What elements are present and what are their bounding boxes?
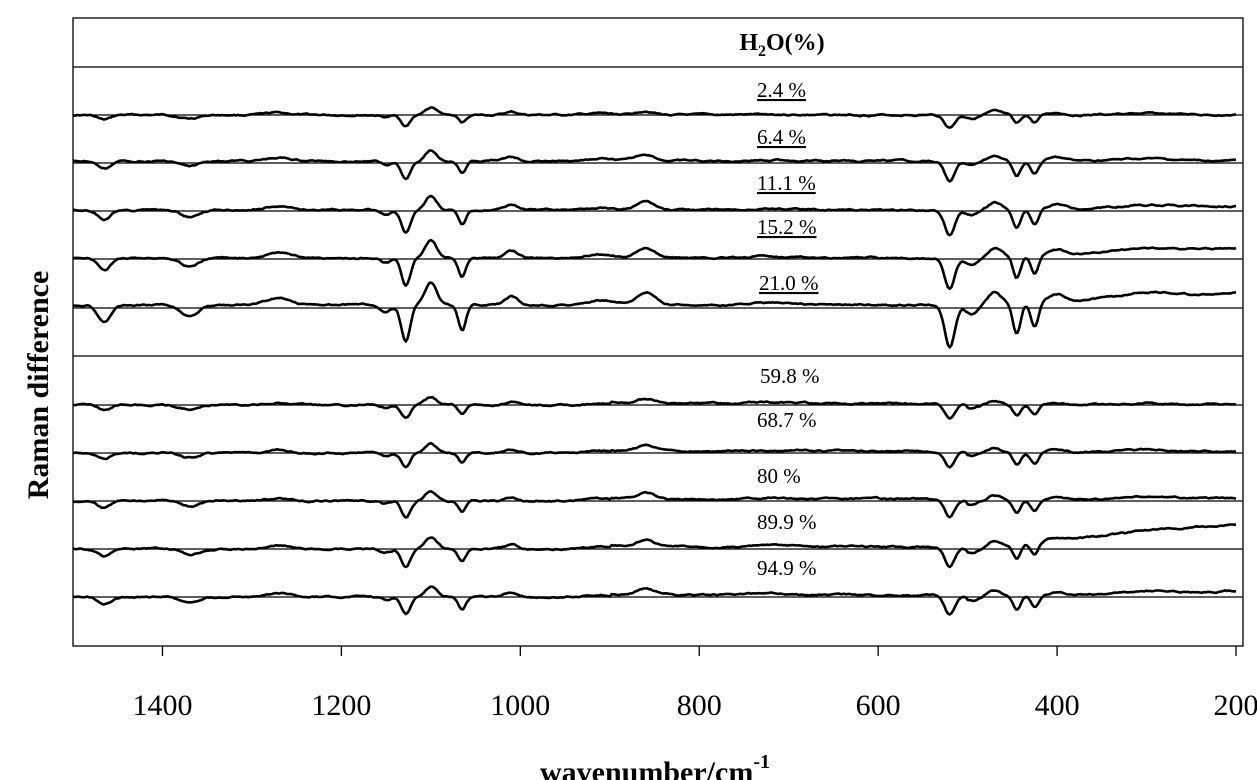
series-label: 80 % [757, 464, 801, 488]
spectrum-line [72, 395, 1237, 420]
spectrum-line [72, 490, 1237, 519]
trace-baselines [73, 66, 1243, 598]
x-tick-label: 400 [1035, 689, 1080, 722]
series-label: 94.9 % [757, 556, 817, 580]
x-tick-label: 600 [856, 689, 901, 722]
x-axis-ticks: 1400 1200 1000 800 600 400 200 [132, 646, 1257, 722]
spectrum-line [72, 441, 1237, 469]
series-label: 21.0 % [759, 271, 819, 295]
plot-frame [72, 17, 1244, 647]
spectrum-line [72, 238, 1237, 291]
series-label: 68.7 % [757, 408, 817, 432]
spectrum-line [72, 194, 1237, 237]
spectrum-line [72, 281, 1237, 349]
spectrum-line [72, 106, 1237, 129]
chart-title: H2O(%) [739, 30, 824, 60]
series-label: 6.4 % [757, 125, 806, 149]
x-tick-label: 1200 [311, 689, 371, 722]
spectra-traces [72, 106, 1237, 616]
x-axis-label: wavenumber/cm-1 [540, 751, 770, 780]
x-tick-label: 1000 [490, 689, 550, 722]
series-label: 59.8 % [760, 364, 820, 388]
series-label: 2.4 % [757, 78, 806, 102]
series-label: 15.2 % [757, 215, 817, 239]
series-label: 89.9 % [757, 510, 817, 534]
x-tick-label: 1400 [132, 689, 192, 722]
spectrum-line [72, 149, 1237, 183]
spectrum-line [72, 523, 1236, 569]
trace-labels: 2.4 % 6.4 % 11.1 % 15.2 % 21.0 % 59.8 % 68.7 %… [757, 78, 820, 580]
spectrum-line [72, 585, 1237, 616]
series-label: 11.1 % [757, 171, 816, 195]
y-axis-label: Raman difference [22, 271, 55, 500]
x-tick-label: 200 [1214, 689, 1257, 722]
x-tick-label: 800 [677, 689, 722, 722]
